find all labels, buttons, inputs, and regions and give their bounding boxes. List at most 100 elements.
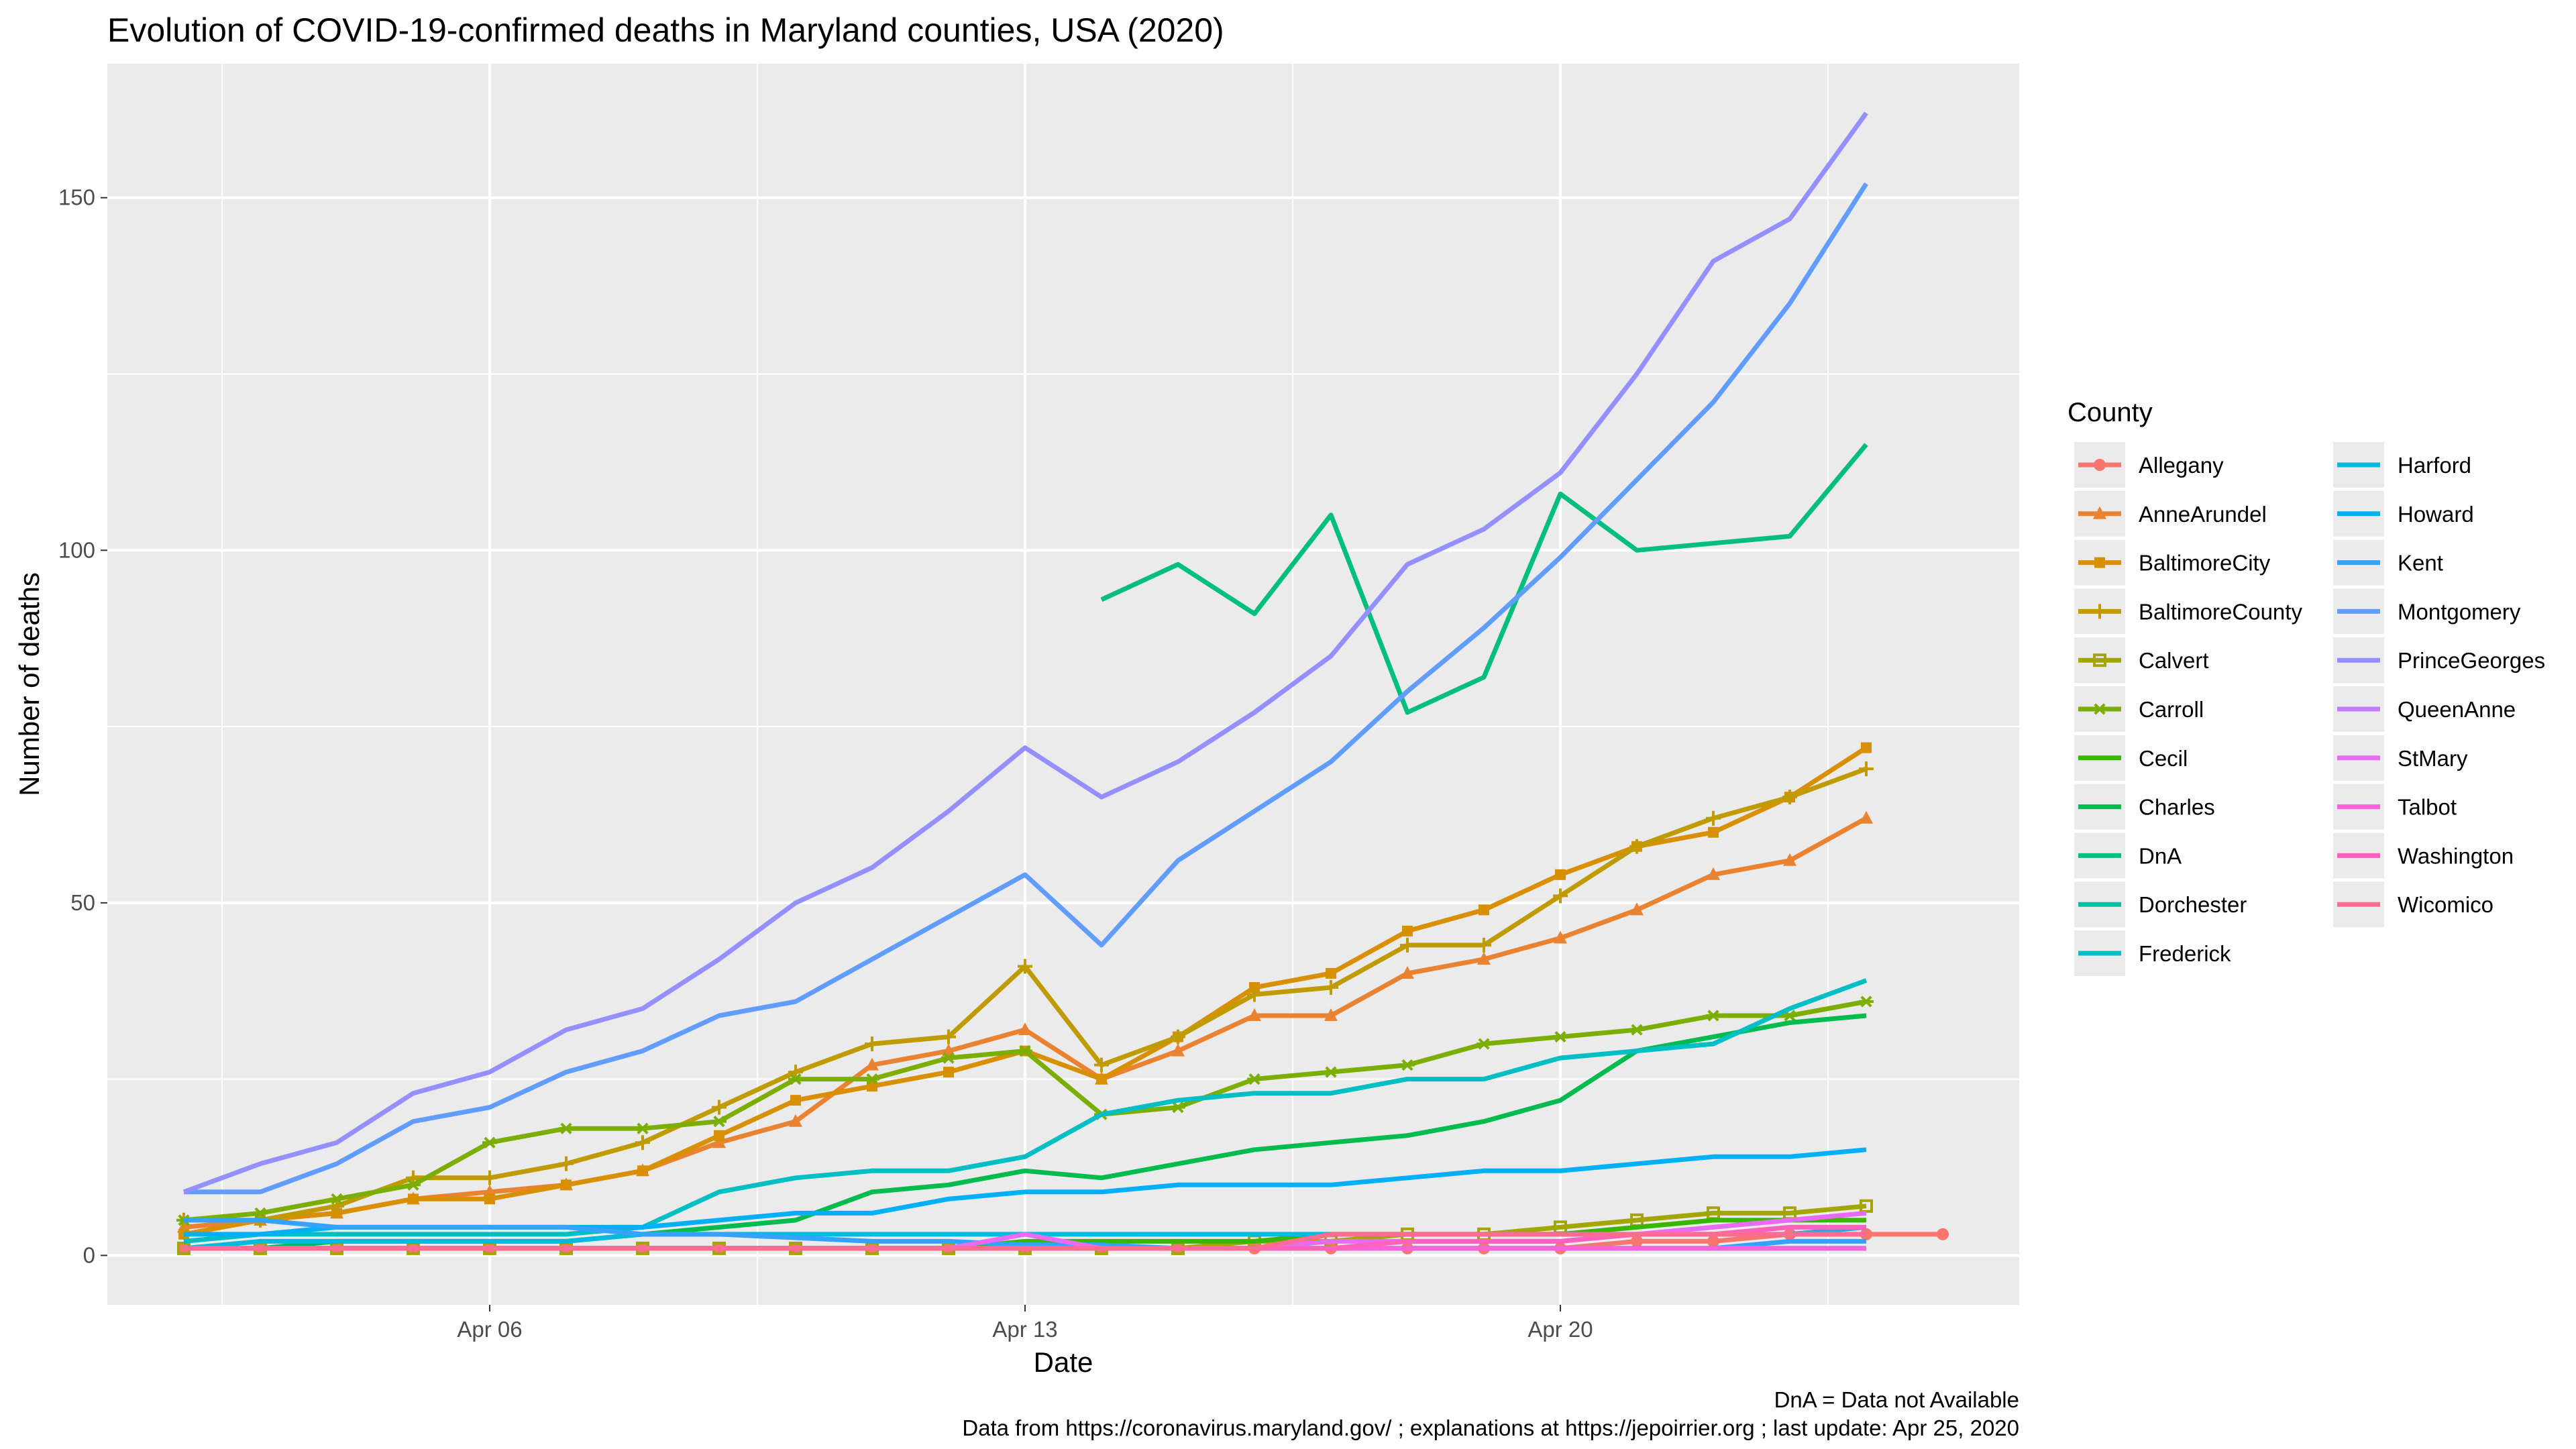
legend-item-cecil: Cecil bbox=[2074, 735, 2188, 781]
data-point-baltimorecounty bbox=[1247, 987, 1262, 1002]
legend: Allegany AnneArundel BaltimoreCity Baltimor… bbox=[2074, 442, 2545, 976]
legend-item-baltimorecounty: BaltimoreCounty bbox=[2074, 588, 2302, 635]
data-point-baltimorecity bbox=[1861, 742, 1872, 753]
data-point-baltimorecounty bbox=[1477, 937, 1491, 953]
plot-panel bbox=[107, 64, 2019, 1305]
x-tick-label: Apr 13 bbox=[992, 1317, 1057, 1342]
grid-major bbox=[107, 64, 2019, 1305]
data-point-annearundel bbox=[1324, 1008, 1338, 1022]
data-point-annearundel bbox=[1860, 810, 1873, 824]
data-point-annearundel bbox=[789, 1114, 802, 1127]
x-tick-label: Apr 06 bbox=[457, 1317, 522, 1342]
data-point-annearundel bbox=[1630, 902, 1644, 916]
data-point-allegany bbox=[1937, 1228, 1949, 1240]
legend-item-dorchester: Dorchester bbox=[2074, 881, 2247, 928]
data-point-calvert bbox=[1860, 1199, 1873, 1213]
data-point-baltimorecounty bbox=[1018, 959, 1032, 974]
data-point-baltimorecounty bbox=[1706, 810, 1721, 826]
data-point-baltimorecounty bbox=[865, 1036, 879, 1052]
legend-label: Washington bbox=[2398, 843, 2514, 868]
data-point-baltimorecounty bbox=[1171, 1029, 1185, 1044]
data-point-carroll bbox=[1477, 1038, 1491, 1050]
legend-item-dna: DnA bbox=[2074, 833, 2182, 879]
data-point-baltimorecity bbox=[1708, 826, 1719, 838]
data-point-carroll bbox=[712, 1116, 727, 1128]
data-point-baltimorecounty bbox=[1629, 839, 1644, 854]
series-line-princegeorges bbox=[182, 111, 1868, 1195]
series-frederick bbox=[183, 978, 1868, 1244]
data-point-baltimorecity bbox=[1096, 1073, 1107, 1085]
legend-label: Harford bbox=[2398, 453, 2471, 478]
series-line-dna bbox=[1100, 443, 1868, 715]
data-point-baltimorecity bbox=[561, 1179, 572, 1191]
data-point-annearundel bbox=[865, 1057, 879, 1071]
y-tick-label: 50 bbox=[70, 890, 95, 915]
data-point-carroll bbox=[1706, 1010, 1721, 1022]
data-point-baltimorecity bbox=[1555, 869, 1566, 880]
data-point-annearundel bbox=[712, 1135, 726, 1148]
x-tick-label: Apr 20 bbox=[1527, 1317, 1593, 1342]
legend-label: Cecil bbox=[2139, 746, 2188, 771]
legend-label: Talbot bbox=[2398, 795, 2457, 820]
data-point-baltimorecity bbox=[943, 1067, 954, 1078]
data-point-baltimorecity bbox=[408, 1193, 419, 1205]
legend-item-annearundel: AnneArundel bbox=[2074, 490, 2267, 537]
caption-line-2: Data from https://coronavirus.maryland.g… bbox=[962, 1415, 2019, 1440]
legend-key-marker bbox=[2094, 557, 2105, 568]
legend-item-howard: Howard bbox=[2333, 490, 2474, 537]
series-line-wicomico bbox=[184, 1232, 1866, 1251]
data-point-annearundel bbox=[1171, 1043, 1185, 1057]
axis-ticks: 0 50 100 150 Apr 06 Apr 13 Apr 20 bbox=[58, 185, 1593, 1342]
series-line-frederick bbox=[183, 978, 1868, 1244]
series-line-montgomery bbox=[184, 182, 1868, 1195]
legend-label: BaltimoreCity bbox=[2139, 551, 2271, 576]
legend-key-marker bbox=[2092, 604, 2107, 619]
data-point-carroll bbox=[1859, 996, 1874, 1008]
data-point-carroll bbox=[788, 1073, 803, 1085]
legend-key-marker bbox=[2093, 653, 2106, 667]
data-point-annearundel bbox=[1554, 930, 1567, 944]
data-point-baltimorecounty bbox=[1859, 761, 1874, 777]
series-princegeorges bbox=[182, 111, 1868, 1195]
data-point-baltimorecity bbox=[714, 1130, 724, 1141]
legend-item-charles: Charles bbox=[2074, 784, 2215, 830]
data-point-annearundel bbox=[1707, 867, 1720, 880]
legend-key-marker bbox=[2092, 703, 2107, 715]
legend-label: StMary bbox=[2398, 746, 2468, 771]
data-point-carroll bbox=[482, 1136, 497, 1148]
legend-label: Wicomico bbox=[2398, 892, 2493, 917]
data-point-carroll bbox=[1171, 1102, 1185, 1114]
series-layer bbox=[176, 111, 1949, 1255]
legend-label: Calvert bbox=[2139, 648, 2209, 673]
y-tick-label: 150 bbox=[58, 185, 95, 210]
legend-item-washington: Washington bbox=[2333, 833, 2514, 879]
data-point-carroll bbox=[559, 1122, 574, 1134]
legend-item-montgomery: Montgomery bbox=[2333, 588, 2521, 635]
data-point-allegany bbox=[1631, 1235, 1643, 1248]
data-point-carroll bbox=[1324, 1066, 1338, 1078]
legend-item-frederick: Frederick bbox=[2074, 930, 2231, 976]
legend-item-stmary: StMary bbox=[2333, 735, 2468, 781]
legend-key-marker bbox=[2094, 459, 2106, 471]
data-point-baltimorecity bbox=[790, 1095, 801, 1106]
data-point-annearundel bbox=[1248, 1008, 1261, 1022]
legend-label: Dorchester bbox=[2139, 892, 2247, 917]
data-point-carroll bbox=[406, 1179, 421, 1191]
legend-item-talbot: Talbot bbox=[2333, 784, 2457, 830]
legend-item-harford: Harford bbox=[2333, 442, 2471, 488]
legend-label: Frederick bbox=[2139, 941, 2231, 966]
data-point-baltimorecity bbox=[1479, 904, 1489, 916]
legend-label: Allegany bbox=[2139, 453, 2224, 478]
legend-label: Kent bbox=[2398, 551, 2443, 576]
y-tick-label: 100 bbox=[58, 537, 95, 562]
data-point-baltimorecounty bbox=[482, 1170, 497, 1185]
data-point-carroll bbox=[329, 1193, 344, 1205]
legend-item-calvert: Calvert bbox=[2074, 637, 2209, 684]
data-point-carroll bbox=[635, 1122, 650, 1134]
data-point-carroll bbox=[1247, 1073, 1262, 1085]
legend-label: BaltimoreCounty bbox=[2139, 599, 2302, 624]
legend-label: DnA bbox=[2139, 843, 2182, 868]
data-point-carroll bbox=[1629, 1024, 1644, 1036]
data-point-baltimorecounty bbox=[1094, 1057, 1109, 1073]
data-point-allegany bbox=[1707, 1235, 1719, 1248]
